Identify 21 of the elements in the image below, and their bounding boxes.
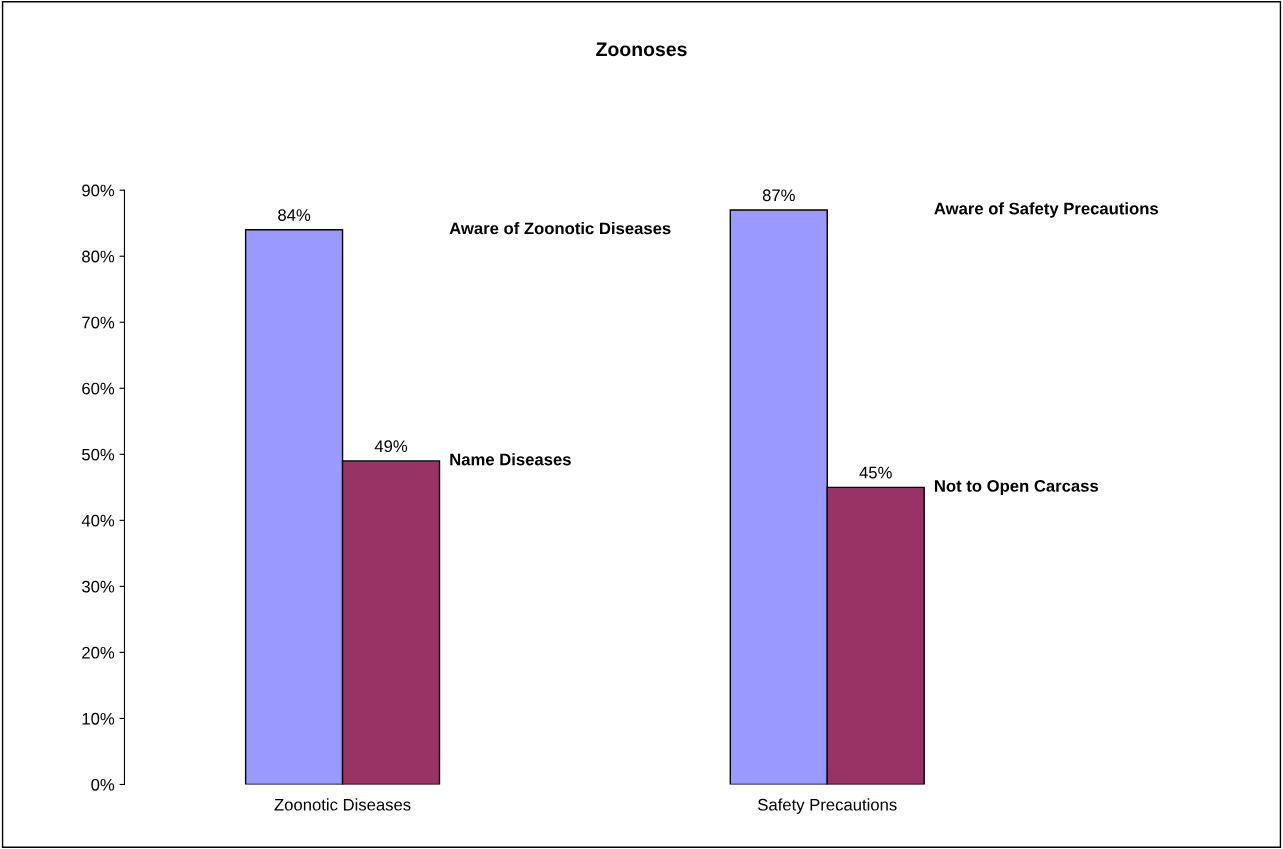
y-tick-label: 60% xyxy=(82,382,115,395)
y-tick-label: 80% xyxy=(82,250,115,263)
data-label: 87% xyxy=(762,189,795,202)
y-tick-label: 10% xyxy=(82,712,115,725)
y-tick-label: 70% xyxy=(82,316,115,329)
y-tick-label: 0% xyxy=(91,778,115,791)
y-tick-label: 40% xyxy=(81,514,115,527)
data-label: 49% xyxy=(374,440,408,453)
x-tick-label: Safety Precautions xyxy=(758,798,897,814)
data-label: 45% xyxy=(859,466,892,479)
y-tick-label: 20% xyxy=(82,646,115,659)
annotation: Aware of Safety Precautions xyxy=(934,202,1158,218)
x-tick-label: Zoonotic Diseases xyxy=(274,798,411,811)
annotation: Name Diseases xyxy=(450,453,571,466)
y-tick-label: 90% xyxy=(82,184,115,197)
annotation: Aware of Zoonotic Diseases xyxy=(449,222,671,235)
annotation: Not to Open Carcass xyxy=(935,480,1099,496)
chart-title: Zoonoses xyxy=(596,42,687,57)
data-label: 84% xyxy=(278,209,311,221)
y-tick-label: 30% xyxy=(82,580,115,593)
y-tick-label: 50% xyxy=(82,448,115,461)
